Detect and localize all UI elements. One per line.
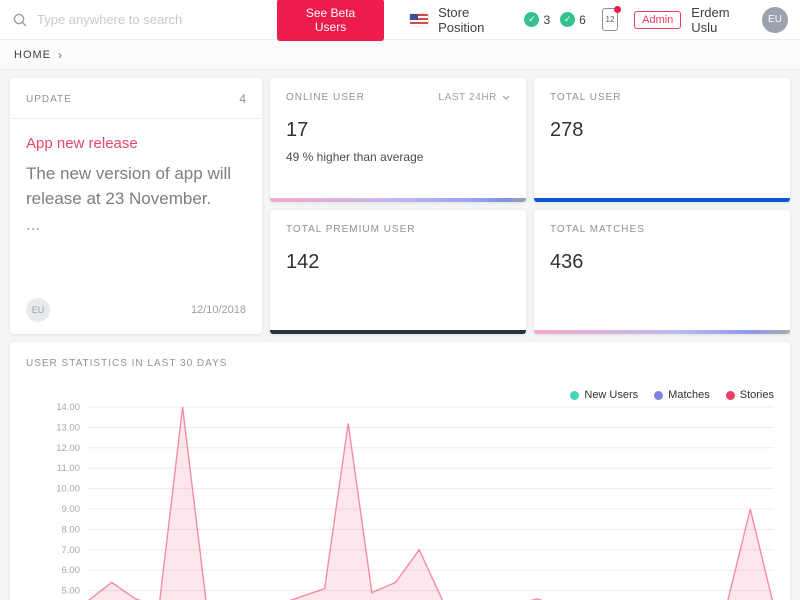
stat-value: 17 bbox=[286, 119, 309, 141]
see-beta-users-button[interactable]: See Beta Users bbox=[277, 0, 385, 41]
legend-item-stories[interactable]: Stories bbox=[725, 389, 774, 401]
legend-dot-icon bbox=[725, 390, 735, 400]
stat-label: TOTAL PREMIUM USER bbox=[286, 224, 416, 235]
legend-dot-icon bbox=[654, 390, 664, 400]
legend-item-matches[interactable]: Matches bbox=[654, 389, 710, 401]
accent-bar bbox=[270, 198, 526, 202]
stat-label: ONLINE USER bbox=[286, 92, 365, 103]
accent-bar bbox=[534, 330, 790, 334]
topbar: See Beta Users Store Position ✓ 3 ✓ 6 12… bbox=[0, 0, 800, 41]
update-headline: App new release bbox=[26, 135, 138, 152]
user-name: Erdem Uslu bbox=[691, 4, 730, 35]
check-icon: ✓ bbox=[524, 12, 540, 27]
store-position-label: Store Position bbox=[438, 4, 485, 35]
stat-label: TOTAL MATCHES bbox=[550, 224, 645, 235]
chart-legend: New Users Matches Stories bbox=[26, 389, 774, 401]
svg-text:12.00: 12.00 bbox=[56, 443, 80, 454]
search-icon bbox=[13, 13, 27, 26]
svg-text:8.00: 8.00 bbox=[62, 524, 81, 535]
total-matches-card: TOTAL MATCHES 436 bbox=[534, 210, 790, 334]
stat-value: 278 bbox=[550, 119, 584, 141]
legend-item-new-users[interactable]: New Users bbox=[570, 389, 638, 401]
legend-label: Stories bbox=[739, 389, 774, 401]
breadcrumb: HOME › bbox=[0, 40, 800, 70]
update-count: 4 bbox=[239, 92, 246, 106]
user-statistics-card: USER STATISTICS IN LAST 30 DAYS New User… bbox=[10, 342, 790, 600]
svg-text:11.00: 11.00 bbox=[57, 463, 80, 474]
check-icon: ✓ bbox=[560, 12, 576, 27]
accent-bar bbox=[534, 198, 790, 202]
breadcrumb-home-link[interactable]: HOME bbox=[14, 48, 51, 61]
legend-dot-icon bbox=[570, 390, 580, 400]
time-range-value: LAST 24HR bbox=[438, 92, 497, 103]
total-user-card: TOTAL USER 278 bbox=[534, 78, 790, 202]
notification-dot bbox=[614, 6, 622, 13]
store-status-1: ✓ 3 bbox=[524, 12, 550, 27]
update-date: 12/10/2018 bbox=[190, 304, 246, 316]
store-check-count: 3 bbox=[543, 12, 551, 27]
global-search bbox=[12, 12, 267, 28]
svg-text:9.00: 9.00 bbox=[62, 504, 81, 515]
area-chart: 14.00 13.00 12.00 11.00 10.00 9.00 8.00 7.00 6.0… bbox=[56, 402, 774, 600]
phone-notifications-icon[interactable]: 12 bbox=[601, 6, 622, 31]
svg-text:13.00: 13.00 bbox=[56, 422, 80, 433]
admin-role-badge: Admin bbox=[634, 10, 682, 29]
update-more-indicator: ... bbox=[26, 215, 41, 235]
time-range-dropdown[interactable]: LAST 24HR bbox=[438, 92, 510, 103]
stat-label: TOTAL USER bbox=[550, 92, 622, 103]
svg-text:7.00: 7.00 bbox=[62, 545, 81, 556]
store-check-count: 6 bbox=[579, 12, 586, 27]
update-author-avatar: EU bbox=[26, 298, 50, 322]
store-status-2: ✓ 6 bbox=[560, 12, 586, 27]
svg-text:6.00: 6.00 bbox=[62, 565, 81, 576]
total-premium-user-card: TOTAL PREMIUM USER 142 bbox=[270, 210, 526, 334]
svg-text:5.00: 5.00 bbox=[62, 586, 81, 597]
stat-value: 142 bbox=[286, 251, 320, 273]
update-body-text: The new version of app will release at 2… bbox=[26, 164, 232, 208]
us-flag-icon bbox=[410, 13, 429, 26]
stat-value: 436 bbox=[550, 251, 584, 273]
update-card-title: UPDATE bbox=[26, 93, 72, 105]
accent-bar bbox=[270, 330, 526, 334]
chart-title: USER STATISTICS IN LAST 30 DAYS bbox=[26, 358, 228, 369]
chevron-down-icon bbox=[502, 95, 510, 100]
online-user-card: ONLINE USER LAST 24HR 17 49 % higher tha… bbox=[270, 78, 526, 202]
legend-label: Matches bbox=[668, 389, 710, 401]
svg-text:10.00: 10.00 bbox=[56, 484, 80, 495]
svg-text:14.00: 14.00 bbox=[56, 402, 80, 413]
phone-badge-count: 12 bbox=[605, 15, 615, 24]
search-input[interactable] bbox=[37, 12, 267, 27]
dashboard-content: UPDATE 4 App new release The new version… bbox=[0, 70, 800, 600]
chevron-right-icon: › bbox=[58, 47, 62, 62]
update-card: UPDATE 4 App new release The new version… bbox=[10, 78, 262, 334]
legend-label: New Users bbox=[584, 389, 639, 401]
stat-subtext: 49 % higher than average bbox=[286, 150, 424, 164]
user-avatar[interactable]: EU bbox=[762, 6, 788, 33]
